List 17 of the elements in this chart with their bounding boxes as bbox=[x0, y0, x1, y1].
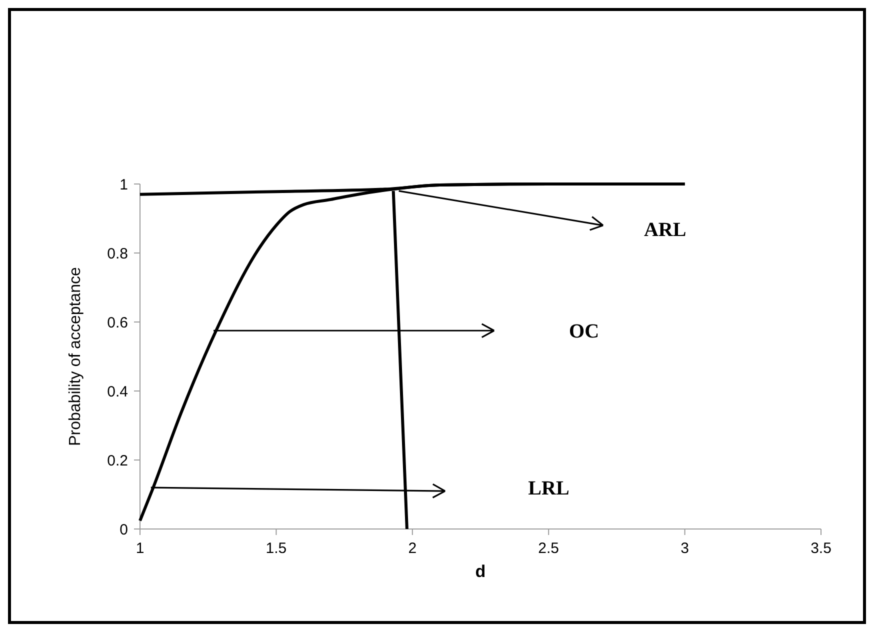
y-axis-title: Probability of acceptance bbox=[67, 267, 84, 446]
x-axis-title: d bbox=[475, 562, 486, 581]
y-tick-label: 1 bbox=[120, 176, 128, 194]
x-tick-label: 3 bbox=[680, 540, 689, 557]
annotation: ARL bbox=[644, 218, 686, 241]
x-tick-label: 3.5 bbox=[810, 540, 832, 557]
y-tick-label: 0.8 bbox=[107, 245, 128, 262]
annotation: LRL bbox=[528, 478, 570, 500]
x-tick-label: 2.5 bbox=[538, 540, 560, 557]
x-tick-label: 1.5 bbox=[266, 540, 287, 557]
y-tick-label: 0.6 bbox=[107, 314, 128, 332]
y-tick-label: 0.2 bbox=[107, 452, 128, 470]
x-tick-label: 1 bbox=[136, 540, 144, 557]
x-tick-label: 2 bbox=[408, 540, 417, 557]
y-tick-label: 0 bbox=[120, 521, 128, 538]
annotation: OC bbox=[569, 320, 600, 343]
y-tick-label: 0.4 bbox=[107, 383, 128, 400]
